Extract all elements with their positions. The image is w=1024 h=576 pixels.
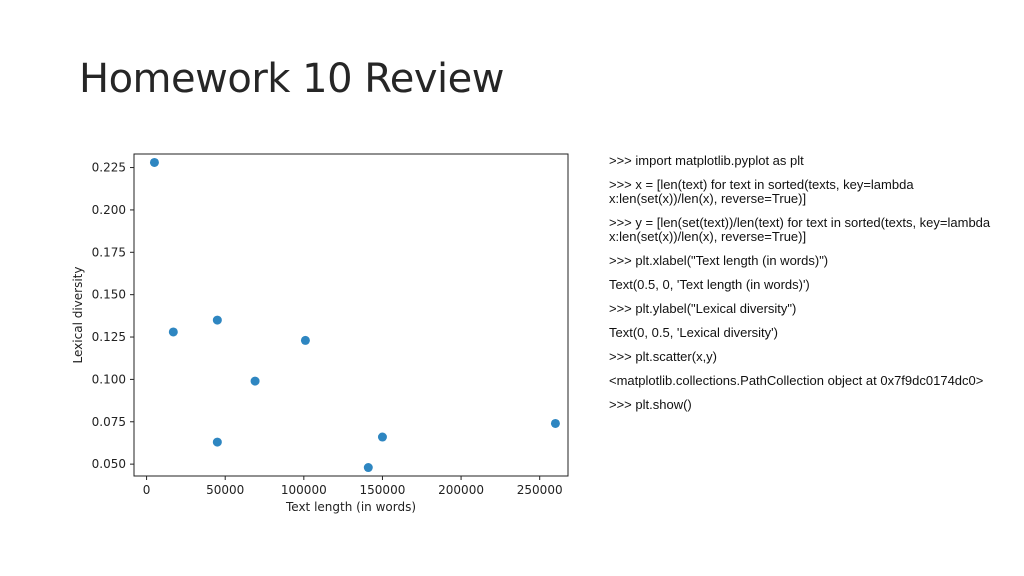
y-tick-label: 0.225	[92, 161, 126, 175]
code-panel: >>> import matplotlib.pyplot as plt >>> …	[609, 154, 999, 422]
chart-points	[149, 157, 560, 473]
code-line-import: >>> import matplotlib.pyplot as plt	[609, 153, 804, 168]
x-tick-label: 0	[143, 483, 151, 497]
y-tick-label: 0.050	[92, 457, 126, 471]
scatter-point	[363, 463, 373, 473]
scatter-chart-svg: 0 50000 100000 150000 200000 250000 0.050 0.075…	[71, 153, 569, 514]
scatter-chart: 0 50000 100000 150000 200000 250000 0.050 0.075…	[64, 146, 584, 526]
y-tick-label: 0.075	[92, 415, 126, 429]
x-tick-label: 100000	[281, 483, 327, 497]
scatter-point	[212, 315, 222, 325]
y-tick-label: 0.175	[92, 245, 126, 259]
scatter-point	[212, 437, 222, 447]
scatter-point	[250, 376, 260, 386]
code-line-ylabel-call: >>> plt.ylabel("Lexical diversity")	[609, 301, 797, 316]
y-tick-label: 0.100	[92, 372, 126, 386]
code-line-scatter-output: <matplotlib.collections.PathCollection o…	[609, 373, 984, 388]
y-tick-label: 0.125	[92, 330, 126, 344]
code-line-y-assign: >>> y = [len(set(text))/len(text) for te…	[609, 215, 991, 244]
y-tick-label: 0.200	[92, 203, 126, 217]
x-tick-label: 250000	[517, 483, 563, 497]
code-line-show-call: >>> plt.show()	[609, 397, 692, 412]
scatter-point	[149, 157, 159, 167]
scatter-point	[377, 432, 387, 442]
slide-title: Homework 10 Review	[79, 56, 504, 102]
scatter-point	[168, 327, 178, 337]
code-line-xlabel-call: >>> plt.xlabel("Text length (in words)")	[609, 253, 829, 268]
scatter-point	[550, 418, 560, 428]
y-axis-label: Lexical diversity	[71, 267, 85, 364]
y-tick-label: 0.150	[92, 288, 126, 302]
x-tick-label: 50000	[206, 483, 244, 497]
x-tick-label: 200000	[438, 483, 484, 497]
x-axis-label: Text length (in words)	[285, 500, 416, 514]
chart-ticks: 0 50000 100000 150000 200000 250000 0.050 0.075…	[92, 161, 563, 497]
code-line-scatter-call: >>> plt.scatter(x,y)	[609, 349, 718, 364]
code-line-x-assign: >>> x = [len(text) for text in sorted(te…	[609, 177, 914, 206]
code-line-xlabel-output: Text(0.5, 0, 'Text length (in words)')	[609, 277, 810, 292]
plot-frame	[133, 153, 569, 477]
x-tick-label: 150000	[360, 483, 406, 497]
code-line-ylabel-output: Text(0, 0.5, 'Lexical diversity')	[609, 325, 778, 340]
scatter-point	[300, 335, 310, 345]
